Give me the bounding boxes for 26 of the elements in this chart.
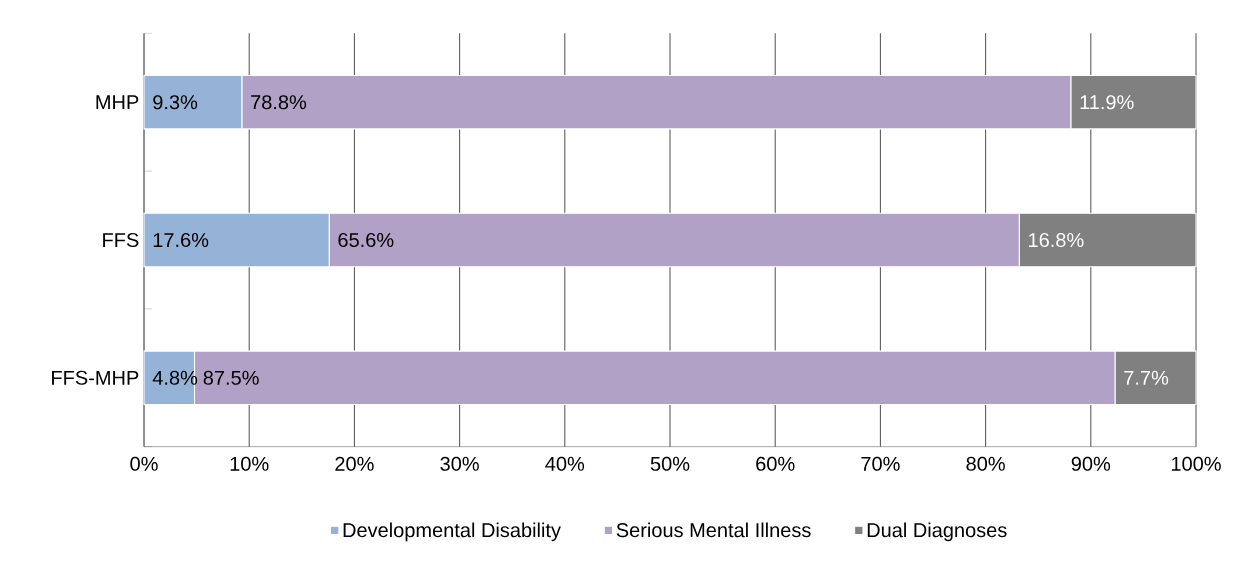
y-tick-label: MHP	[96, 95, 139, 110]
x-tick-label: 60%	[756, 456, 795, 471]
x-tick-label: 10%	[230, 456, 269, 471]
legend-label: Serious Mental Illness	[616, 522, 811, 538]
x-tick-label: 20%	[335, 456, 374, 471]
data-label: 7.7%	[1124, 370, 1169, 385]
x-tick-label: 0%	[130, 456, 158, 471]
x-tick-label: 70%	[861, 456, 900, 471]
x-tick-label: 80%	[966, 456, 1005, 471]
data-label: 11.9%	[1080, 95, 1134, 110]
y-tick-label: FFS	[103, 232, 139, 248]
x-tick-label: 50%	[650, 456, 690, 471]
data-label: 87.5%	[203, 370, 259, 385]
data-label: 9.3%	[153, 95, 198, 110]
x-tick-label: 40%	[545, 456, 585, 471]
data-label: 4.8%	[152, 370, 198, 385]
x-tick-label: 30%	[440, 456, 479, 471]
legend-label: Dual Diagnoses	[867, 522, 1007, 542]
data-label: 17.6%	[153, 232, 209, 248]
data-label: 16.8%	[1029, 232, 1084, 248]
x-tick-label: 100%	[1171, 456, 1221, 471]
data-label: 65.6%	[338, 232, 394, 248]
y-tick-label: FFS-MHP	[52, 370, 139, 385]
data-label: 78.8%	[251, 95, 307, 110]
legend-label: Developmental Disability	[343, 522, 561, 542]
x-tick-label: 90%	[1071, 456, 1111, 471]
